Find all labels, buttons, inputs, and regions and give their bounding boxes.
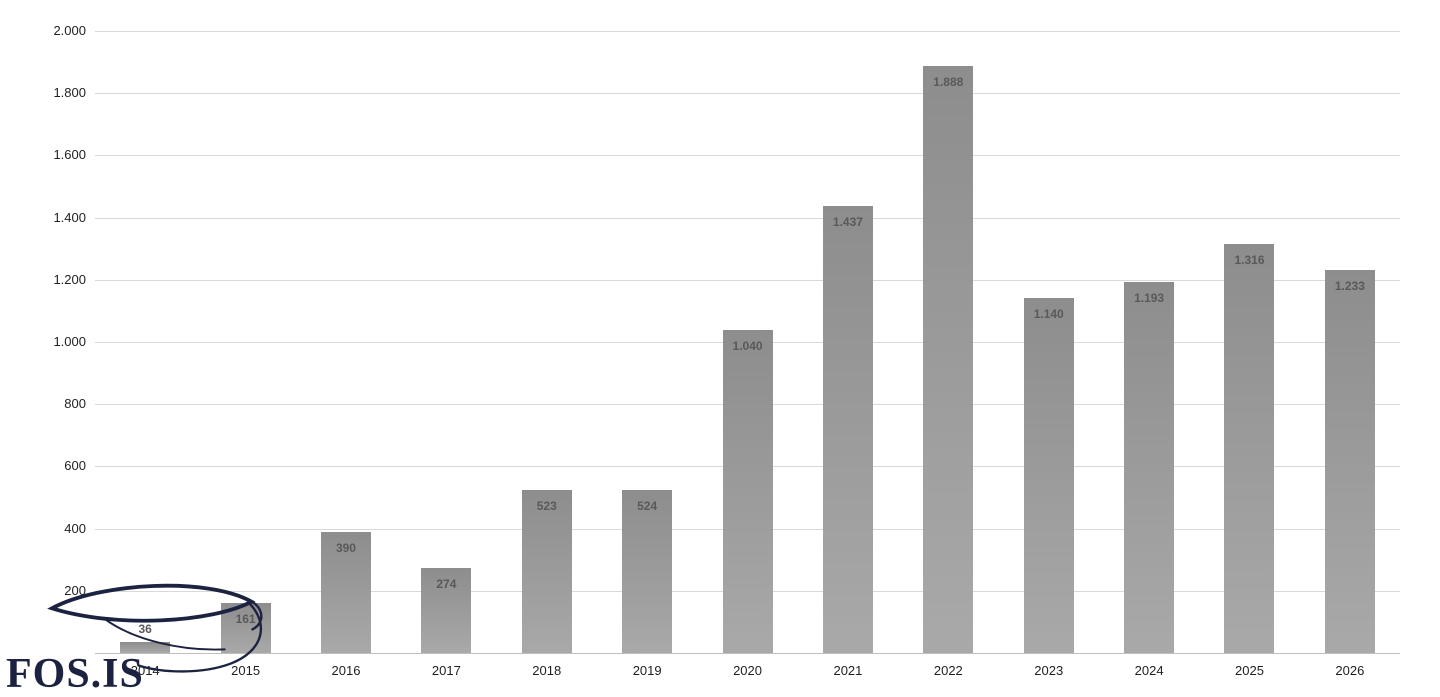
bar bbox=[822, 206, 873, 653]
bar bbox=[1124, 281, 1175, 653]
bar-value-label: 1.233 bbox=[1334, 278, 1365, 293]
bar bbox=[521, 490, 572, 653]
y-axis-tick-label: 1.200 bbox=[53, 271, 86, 287]
bar-value-label: 524 bbox=[637, 499, 658, 514]
bar bbox=[120, 641, 171, 653]
gridline bbox=[95, 279, 1400, 281]
bar bbox=[1324, 269, 1375, 653]
x-axis-label: 2015 bbox=[231, 663, 261, 678]
bar bbox=[320, 531, 371, 653]
bar-value-label: 1.040 bbox=[732, 338, 763, 353]
x-axis-label: 2024 bbox=[1134, 663, 1164, 678]
x-axis-label: 2023 bbox=[1034, 663, 1064, 678]
bar-value-label: 1.193 bbox=[1134, 290, 1165, 305]
x-axis: 2014 2015 2016 2017 2018 2019 2020 2021 2022 2023… bbox=[95, 663, 1400, 678]
y-axis-tick-label: 1.400 bbox=[53, 209, 86, 225]
y-axis-tick-label: 400 bbox=[64, 520, 86, 536]
bar-value-label: 390 bbox=[335, 540, 356, 555]
bar-value-label: 36 bbox=[138, 621, 152, 636]
bar-slot: 1.233 bbox=[1300, 31, 1400, 653]
bar-slot: 523 bbox=[497, 31, 597, 653]
bar-slot: 1.040 bbox=[697, 31, 797, 653]
bar-slot: 36 bbox=[95, 31, 195, 653]
bar-value-label: 1.316 bbox=[1234, 252, 1265, 267]
bar-slot: 1.437 bbox=[798, 31, 898, 653]
bar bbox=[1023, 298, 1074, 653]
bar-slot: 390 bbox=[296, 31, 396, 653]
bar-slot: 161 bbox=[195, 31, 295, 653]
bar-slot: 1.888 bbox=[898, 31, 998, 653]
bar-value-label: 1.437 bbox=[832, 215, 863, 230]
bar-value-label: 274 bbox=[436, 576, 457, 591]
y-axis: 200 400 600 800 1.000 1.200 1.400 1.600 1.800 2.0… bbox=[0, 23, 86, 653]
bar-slot: 1.316 bbox=[1199, 31, 1299, 653]
x-axis-label: 2019 bbox=[632, 663, 662, 678]
x-axis-label: 2022 bbox=[933, 663, 963, 678]
bar-value-label: 523 bbox=[536, 499, 557, 514]
bar-slot: 274 bbox=[396, 31, 496, 653]
y-axis-tick-label: 200 bbox=[64, 582, 86, 598]
x-axis-label: 2025 bbox=[1235, 663, 1264, 678]
gridline bbox=[95, 155, 1400, 157]
bar bbox=[722, 329, 773, 653]
x-axis-label: 2016 bbox=[331, 663, 361, 678]
y-axis-tick-label: 800 bbox=[64, 396, 86, 412]
gridline bbox=[95, 93, 1400, 95]
bar-value-label: 161 bbox=[235, 611, 256, 626]
gridline bbox=[95, 31, 1400, 32]
bar bbox=[923, 65, 974, 653]
bar-value-label: 1.888 bbox=[933, 74, 964, 89]
gridline bbox=[95, 217, 1400, 219]
bar-value-label: 1.140 bbox=[1033, 307, 1064, 322]
x-axis-label: 2026 bbox=[1335, 663, 1365, 678]
plot-area: 36 161 390 274 523 524 1.040 1.437 1.888 1.140 1.1… bbox=[95, 31, 1400, 654]
bar-slot: 1.193 bbox=[1099, 31, 1199, 653]
y-axis-tick-label: 1.000 bbox=[53, 334, 86, 349]
y-axis-tick-label: 1.800 bbox=[53, 85, 86, 101]
bar-slot: 1.140 bbox=[999, 31, 1099, 653]
y-axis-tick-label: 2.000 bbox=[53, 23, 86, 38]
x-axis-label: 2017 bbox=[431, 663, 461, 678]
bar bbox=[1224, 243, 1275, 653]
x-axis-label: 2020 bbox=[733, 663, 762, 678]
x-axis-line bbox=[95, 653, 1400, 654]
bar bbox=[421, 567, 472, 653]
x-axis-label: 2018 bbox=[532, 663, 562, 678]
x-axis-label: 2021 bbox=[833, 663, 863, 678]
y-axis-tick-label: 600 bbox=[64, 458, 86, 474]
bar-series: 36 161 390 274 523 524 1.040 1.437 1.888 1.140 1.1… bbox=[95, 31, 1400, 653]
y-axis-tick-label: 1.600 bbox=[53, 147, 86, 163]
bar bbox=[622, 490, 673, 653]
x-axis-label: 2014 bbox=[130, 663, 160, 678]
bar-slot: 524 bbox=[597, 31, 697, 653]
